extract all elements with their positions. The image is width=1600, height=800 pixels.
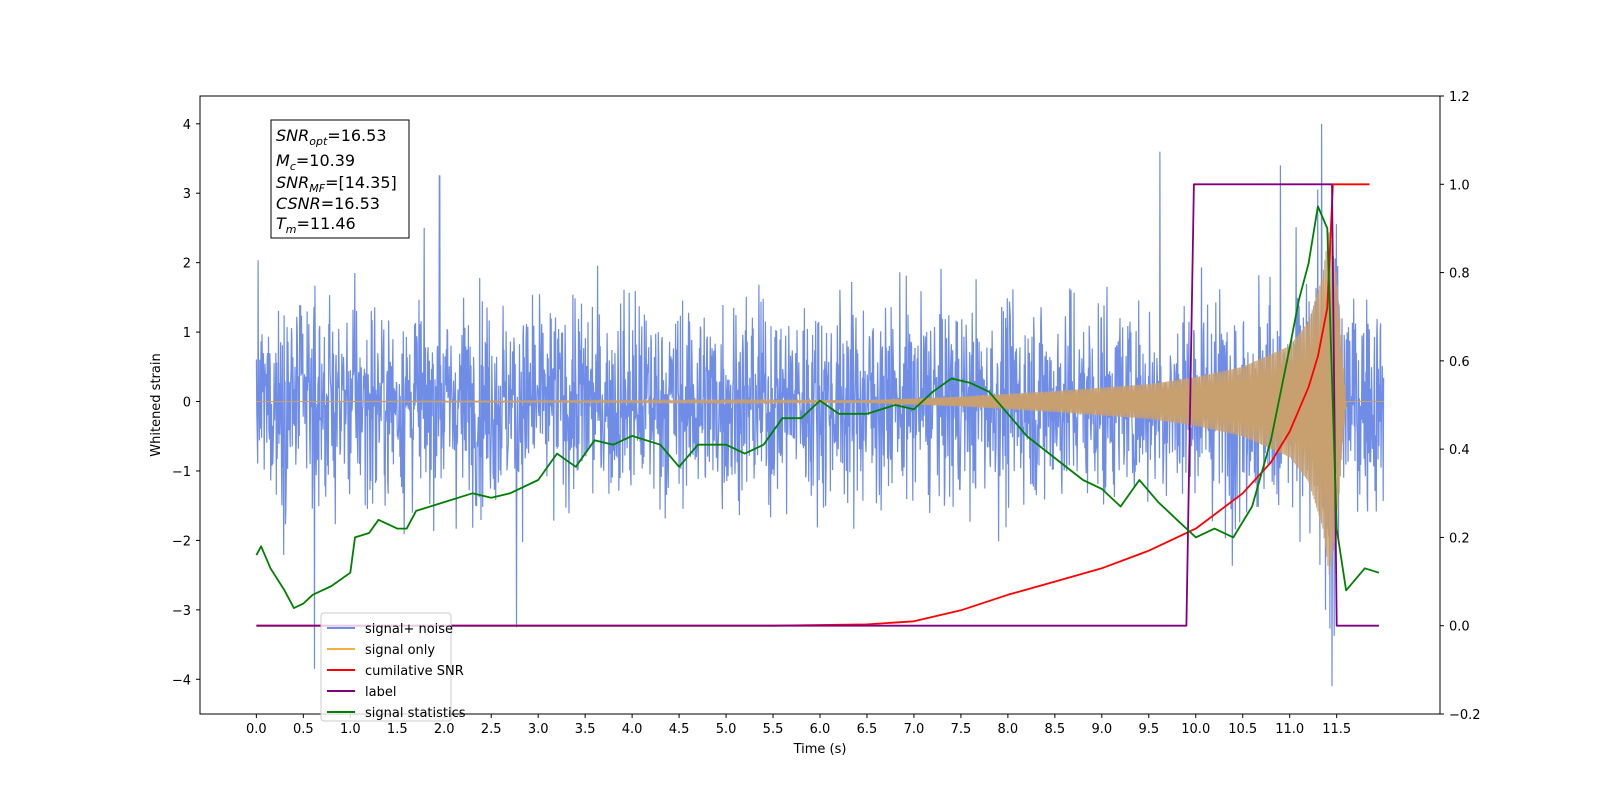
annotation-snr-opt: SNRopt=16.53 — [276, 126, 387, 148]
series-label-line — [256, 183, 1379, 627]
y-axis-right: 1.2 1.0 0.8 0.6 0.4 0.2 0.0 −0.2 — [1440, 90, 1481, 723]
y-tick-label: 3 — [183, 187, 191, 202]
x-tick-label: 9.0 — [1091, 722, 1112, 737]
y-tick-label: −4 — [172, 673, 191, 688]
legend-label: signal+ noise — [365, 622, 453, 637]
x-tick-label: 11.0 — [1275, 722, 1304, 737]
x-tick-label: 5.0 — [716, 722, 737, 737]
x-tick-label: 0.5 — [293, 722, 314, 737]
x-tick-label: 1.5 — [387, 722, 408, 737]
x-tick-label: 8.0 — [998, 722, 1019, 737]
y2-tick-label: 1.2 — [1449, 90, 1470, 105]
y-tick-label: 4 — [183, 118, 191, 133]
y2-tick-label: 1.0 — [1449, 178, 1470, 193]
x-tick-label: 0.0 — [246, 722, 267, 737]
y-axis-label: Whitened strain — [149, 353, 164, 456]
annotation-csnr: CSNR=16.53 — [276, 194, 380, 213]
y2-tick-label: 0.2 — [1449, 531, 1470, 546]
x-tick-label: 10.0 — [1181, 722, 1210, 737]
x-tick-label: 1.0 — [340, 722, 361, 737]
x-axis: 0.0 0.5 1.0 1.5 2.0 2.5 3.0 3.5 4.0 4.5 5.0 5.5 6.0 6… — [246, 714, 1351, 737]
y-tick-label: −2 — [172, 534, 191, 549]
y-tick-label: −1 — [172, 465, 191, 480]
x-tick-label: 5.5 — [763, 722, 784, 737]
series-signal-statistics-line — [255, 205, 1380, 609]
annotation-mc: Mc=10.39 — [276, 151, 355, 173]
y2-tick-label: 0.6 — [1449, 355, 1470, 370]
annotation-snr-mf: SNRMF=[14.35] — [276, 173, 397, 195]
annotation-tm: Tm=11.46 — [276, 214, 356, 236]
y2-tick-label: 0.0 — [1449, 620, 1470, 635]
x-tick-label: 4.0 — [622, 722, 643, 737]
x-tick-label: 6.5 — [857, 722, 878, 737]
y2-tick-label: −0.2 — [1449, 708, 1481, 723]
y-tick-label: 0 — [183, 396, 191, 411]
x-tick-label: 2.0 — [434, 722, 455, 737]
x-tick-label: 4.5 — [669, 722, 690, 737]
x-tick-label: 9.5 — [1138, 722, 1159, 737]
series-layer — [255, 123, 1385, 687]
y-tick-label: 2 — [183, 257, 191, 272]
legend-label: signal statistics — [365, 706, 466, 721]
legend-label: cumilative SNR — [365, 664, 464, 679]
y-axis-left: 4 3 2 1 0 −1 −2 −3 −4 — [172, 118, 200, 688]
y-tick-label: 1 — [183, 326, 191, 341]
y2-tick-label: 0.8 — [1449, 267, 1470, 282]
x-tick-label: 3.5 — [575, 722, 596, 737]
series-cumulative-snr-line — [256, 183, 1370, 627]
x-tick-label: 7.0 — [904, 722, 925, 737]
x-tick-label: 7.5 — [951, 722, 972, 737]
x-axis-label: Time (s) — [793, 742, 847, 757]
x-tick-label: 8.5 — [1045, 722, 1066, 737]
annotation-box: SNRopt=16.53 Mc=10.39 SNRMF=[14.35] CSNR… — [270, 119, 410, 239]
legend: signal+ noise signal only cumilative SNR la… — [320, 612, 466, 722]
y2-tick-label: 0.4 — [1449, 443, 1470, 458]
x-tick-label: 3.0 — [528, 722, 549, 737]
x-tick-label: 2.5 — [481, 722, 502, 737]
legend-label: signal only — [365, 643, 435, 658]
y-tick-label: −3 — [172, 604, 191, 619]
x-tick-label: 10.5 — [1228, 722, 1257, 737]
legend-label: label — [365, 685, 396, 700]
x-tick-label: 6.0 — [810, 722, 831, 737]
x-tick-label: 11.5 — [1322, 722, 1351, 737]
